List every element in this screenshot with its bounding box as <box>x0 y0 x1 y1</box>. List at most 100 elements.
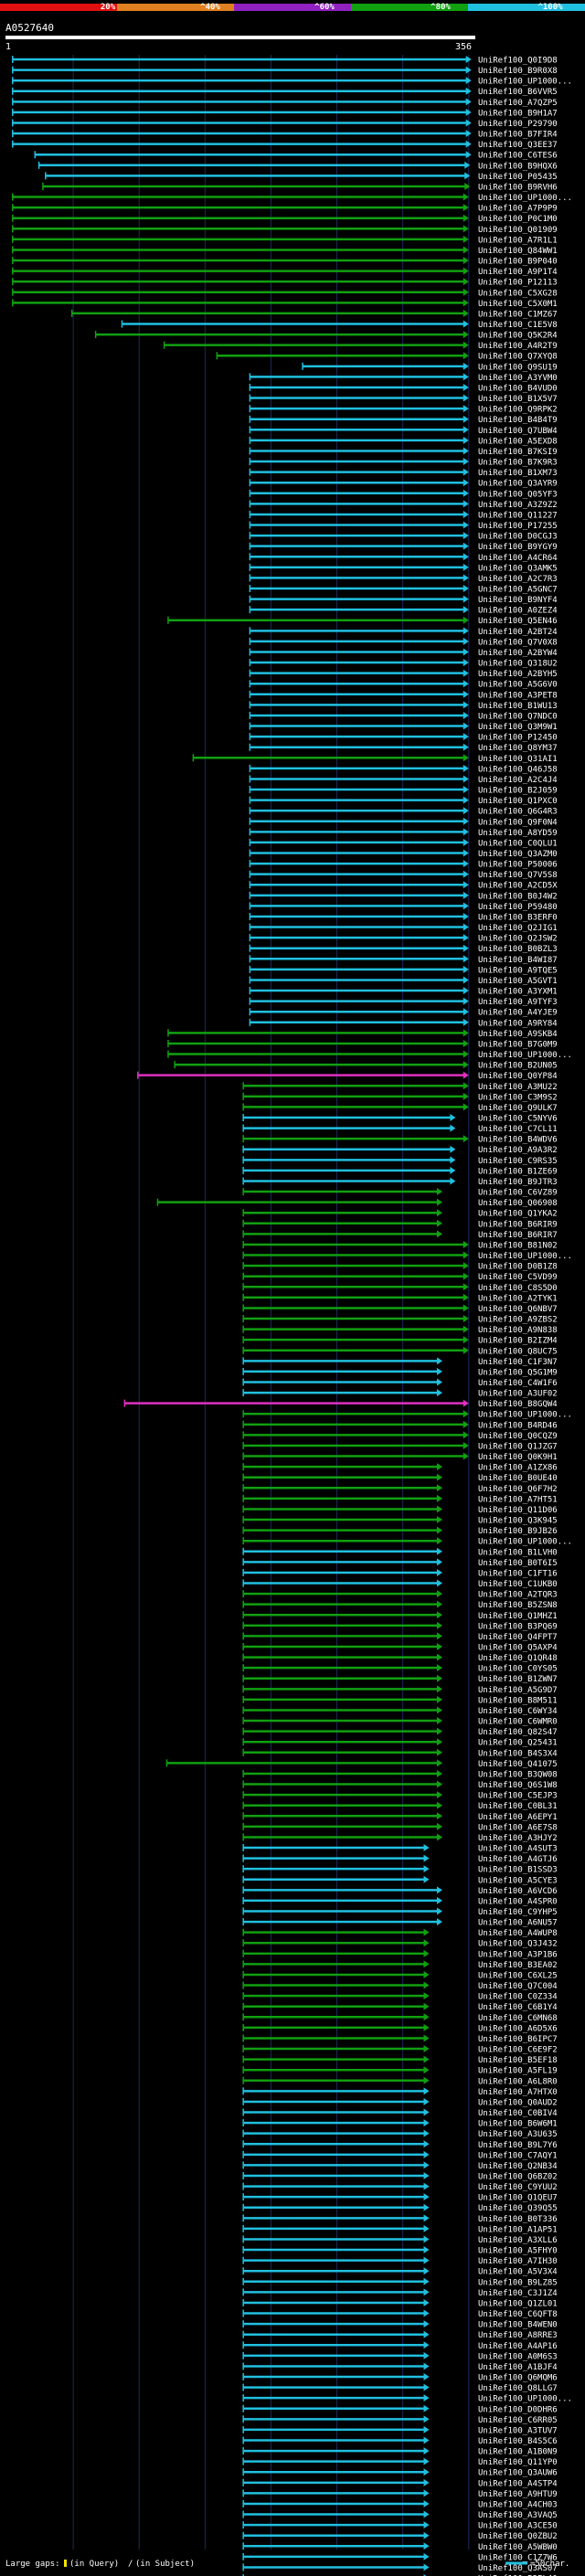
hit-id-label[interactable]: UniRef100_C5XG28 <box>478 289 558 298</box>
hit-id-label[interactable]: UniRef100_A5FHY0 <box>478 2247 558 2256</box>
hit-id-label[interactable]: UniRef100_A9RY84 <box>478 1019 558 1028</box>
hit-id-label[interactable]: UniRef100_C0Z334 <box>478 1993 558 2002</box>
hit-id-label[interactable]: UniRef100_A3VAQ5 <box>478 2511 558 2520</box>
hit-id-label[interactable]: UniRef100_B9NYF4 <box>478 596 558 605</box>
hit-id-label[interactable]: UniRef100_A4CH03 <box>478 2500 558 2509</box>
hit-id-label[interactable]: UniRef100_A5GVT1 <box>478 977 558 986</box>
hit-id-label[interactable]: UniRef100_C1F3N7 <box>478 1358 558 1367</box>
hit-id-label[interactable]: UniRef100_Q9SU19 <box>478 363 558 372</box>
hit-id-label[interactable]: UniRef100_C8S5D0 <box>478 1284 558 1293</box>
hit-id-label[interactable]: UniRef100_Q6F7H2 <box>478 1485 558 1494</box>
hit-id-label[interactable]: UniRef100_Q3AS07 <box>478 2564 558 2573</box>
hit-id-label[interactable]: UniRef100_A3P1B6 <box>478 1950 558 1959</box>
hit-id-label[interactable]: UniRef100_C5VD99 <box>478 1273 558 1282</box>
hit-id-label[interactable]: UniRef100_P12113 <box>478 279 558 288</box>
hit-id-label[interactable]: UniRef100_B9JB26 <box>478 1527 558 1536</box>
hit-id-label[interactable]: UniRef100_A4SPR0 <box>478 1897 558 1906</box>
hit-id-label[interactable]: UniRef100_C6MN68 <box>478 2014 558 2023</box>
hit-id-label[interactable]: UniRef100_A3XLL6 <box>478 2236 558 2245</box>
hit-id-label[interactable]: UniRef100_B9R0X8 <box>478 67 558 76</box>
hit-id-label[interactable]: UniRef100_A9N838 <box>478 1326 558 1335</box>
hit-id-label[interactable]: UniRef100_C6XL25 <box>478 1971 558 1980</box>
hit-id-label[interactable]: UniRef100_B0BZL3 <box>478 945 558 954</box>
hit-id-label[interactable]: UniRef100_A4WUP8 <box>478 1929 558 1938</box>
hit-id-label[interactable]: UniRef100_B2IZM4 <box>478 1337 558 1346</box>
hit-id-label[interactable]: UniRef100_UP1000... <box>478 2395 572 2404</box>
hit-id-label[interactable]: UniRef100_A2BYW4 <box>478 649 558 658</box>
hit-id-label[interactable]: UniRef100_A9TQE5 <box>478 966 558 975</box>
hit-id-label[interactable]: UniRef100_B0T6I5 <box>478 1559 558 1568</box>
hit-id-label[interactable]: UniRef100_A9A3R2 <box>478 1146 558 1155</box>
hit-id-label[interactable]: UniRef100_A2TYK1 <box>478 1294 558 1303</box>
hit-id-label[interactable]: UniRef100_UP1000... <box>478 1051 572 1060</box>
hit-id-label[interactable]: UniRef100_A3U635 <box>478 2130 558 2139</box>
hit-id-label[interactable]: UniRef100_Q1JZG7 <box>478 1442 558 1451</box>
hit-id-label[interactable]: UniRef100_Q6BZ02 <box>478 2173 558 2182</box>
hit-id-label[interactable]: UniRef100_C3J1Z4 <box>478 2289 558 2298</box>
hit-id-label[interactable]: UniRef100_B4WEN0 <box>478 2321 558 2330</box>
hit-id-label[interactable]: UniRef100_A6E7S8 <box>478 1823 558 1832</box>
hit-id-label[interactable]: UniRef100_B9H1A7 <box>478 109 558 118</box>
hit-id-label[interactable]: UniRef100_Q82S47 <box>478 1728 558 1737</box>
hit-id-label[interactable]: UniRef100_C0BIV4 <box>478 2109 558 2118</box>
hit-id-label[interactable]: UniRef100_Q9F0N4 <box>478 818 558 827</box>
hit-id-label[interactable]: UniRef100_Q7C004 <box>478 1982 558 1991</box>
hit-id-label[interactable]: UniRef100_A7P9P9 <box>478 205 558 214</box>
hit-id-label[interactable]: UniRef100_UP1000... <box>478 1252 572 1261</box>
hit-id-label[interactable]: UniRef100_C7CL11 <box>478 1125 558 1134</box>
hit-id-label[interactable]: UniRef100_Q7UBW4 <box>478 427 558 436</box>
hit-id-label[interactable]: UniRef100_C4W1F6 <box>478 1379 558 1388</box>
hit-id-label[interactable]: UniRef100_A4CR64 <box>478 554 558 563</box>
hit-id-label[interactable]: UniRef100_C9YHP5 <box>478 1908 558 1917</box>
hit-id-label[interactable]: UniRef100_Q2NB34 <box>478 2162 558 2171</box>
hit-id-label[interactable]: UniRef100_B9P040 <box>478 258 558 267</box>
hit-id-label[interactable]: UniRef100_B1LVH0 <box>478 1548 558 1557</box>
hit-id-label[interactable]: UniRef100_C6QFT8 <box>478 2310 558 2319</box>
hit-id-label[interactable]: UniRef100_A2BT24 <box>478 628 558 637</box>
hit-id-label[interactable]: UniRef100_B9HQX6 <box>478 162 558 171</box>
hit-id-label[interactable]: UniRef100_C6TES6 <box>478 152 558 161</box>
hit-id-label[interactable]: UniRef100_B3QW08 <box>478 1770 558 1779</box>
hit-id-label[interactable]: UniRef100_A2C4J4 <box>478 776 558 785</box>
hit-id-label[interactable]: UniRef100_B1XM73 <box>478 469 558 478</box>
hit-id-label[interactable]: UniRef100_A6NU57 <box>478 1919 558 1928</box>
hit-id-label[interactable]: UniRef100_P29790 <box>478 120 558 129</box>
hit-id-label[interactable]: UniRef100_A5GNC7 <box>478 586 558 595</box>
hit-id-label[interactable]: UniRef100_A6EPY1 <box>478 1813 558 1822</box>
hit-id-label[interactable]: UniRef100_A2BYH5 <box>478 670 558 679</box>
hit-id-label[interactable]: UniRef100_Q46J58 <box>478 765 558 774</box>
hit-id-label[interactable]: UniRef100_UP1000... <box>478 194 572 203</box>
hit-id-label[interactable]: UniRef100_P59480 <box>478 903 558 912</box>
hit-id-label[interactable]: UniRef100_Q84WW1 <box>478 247 558 256</box>
hit-id-label[interactable]: UniRef100_B7K9R3 <box>478 459 558 468</box>
hit-id-label[interactable]: UniRef100_C9YUU2 <box>478 2183 558 2192</box>
hit-id-label[interactable]: UniRef100_Q1ZL01 <box>478 2299 558 2308</box>
hit-id-label[interactable]: UniRef100_Q05YF3 <box>478 490 558 499</box>
hit-id-label[interactable]: UniRef100_B6IPC7 <box>478 2035 558 2044</box>
hit-id-label[interactable]: UniRef100_Q1PXC0 <box>478 797 558 806</box>
hit-id-label[interactable]: UniRef100_B0T336 <box>478 2215 558 2224</box>
hit-id-label[interactable]: UniRef100_B3EA02 <box>478 1961 558 1970</box>
hit-id-label[interactable]: UniRef100_C6B1Y4 <box>478 2003 558 2012</box>
hit-id-label[interactable]: UniRef100_B4B4T9 <box>478 416 558 425</box>
hit-id-label[interactable]: UniRef100_Q5AXP4 <box>478 1644 558 1653</box>
hit-id-label[interactable]: UniRef100_A7HTX0 <box>478 2088 558 2097</box>
hit-id-label[interactable]: UniRef100_Q0I9D8 <box>478 57 558 66</box>
hit-id-label[interactable]: UniRef100_Q1QR48 <box>478 1654 558 1663</box>
hit-id-label[interactable]: UniRef100_Q5K2R4 <box>478 332 558 341</box>
hit-id-label[interactable]: UniRef100_A8YD59 <box>478 829 558 838</box>
hit-id-label[interactable]: UniRef100_B6RIR7 <box>478 1231 558 1240</box>
hit-id-label[interactable]: UniRef100_Q2JIG1 <box>478 924 558 933</box>
hit-id-label[interactable]: UniRef100_A4YJE9 <box>478 1009 558 1018</box>
hit-id-label[interactable]: UniRef100_C1UKB0 <box>478 1580 558 1589</box>
hit-id-label[interactable]: UniRef100_Q31AI1 <box>478 755 558 764</box>
hit-id-label[interactable]: UniRef100_B1ZWN7 <box>478 1675 558 1684</box>
hit-id-label[interactable]: UniRef100_C0BL31 <box>478 1802 558 1811</box>
hit-id-label[interactable]: UniRef100_C7AQY1 <box>478 2151 558 2160</box>
hit-id-label[interactable]: UniRef100_Q11227 <box>478 511 558 520</box>
hit-id-label[interactable]: UniRef100_Q2JSW2 <box>478 935 558 944</box>
hit-id-label[interactable]: UniRef100_Q3AUW6 <box>478 2469 558 2478</box>
hit-id-label[interactable]: UniRef100_C6VZ89 <box>478 1189 558 1198</box>
hit-id-label[interactable]: UniRef100_C5EJP3 <box>478 1792 558 1801</box>
hit-id-label[interactable]: UniRef100_Q11YP0 <box>478 2458 558 2467</box>
